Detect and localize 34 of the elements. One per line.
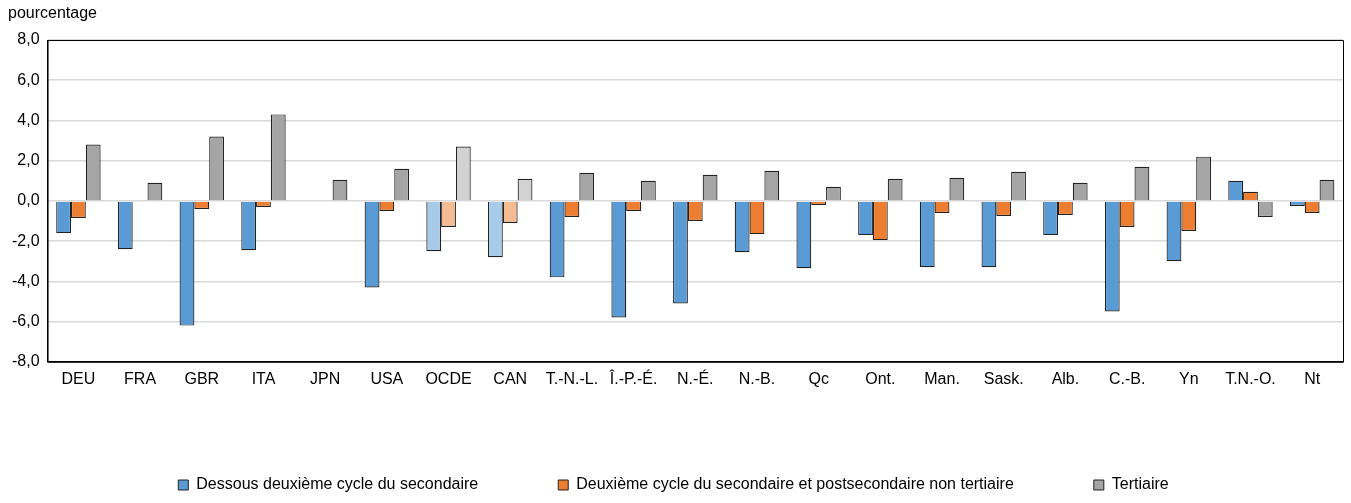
y-tick-label: -2,0 — [11, 231, 40, 249]
y-tick-label: 6,0 — [17, 70, 40, 88]
y-tick-label: -4,0 — [11, 271, 40, 289]
x-tick-label: GBR — [184, 369, 220, 387]
x-tick-label: Qc — [808, 369, 829, 387]
legend-label: Tertiaire — [1111, 475, 1169, 493]
x-tick-label: DEU — [61, 369, 96, 387]
x-tick-label: T.-N.-L. — [545, 369, 599, 387]
x-tick-label: OCDE — [425, 369, 472, 387]
x-tick-label: N.-B. — [738, 369, 776, 387]
y-tick-label: 0,0 — [17, 191, 40, 209]
x-tick-label: N.-É. — [677, 368, 714, 387]
x-tick-label: Nt — [1304, 369, 1321, 387]
x-tick-label: Yn — [1178, 369, 1199, 387]
x-tick-label: Alb. — [1051, 369, 1080, 387]
x-tick-label: FRA — [124, 369, 157, 387]
x-tick-label: Man. — [924, 369, 960, 387]
legend-label: Dessous deuxième cycle du secondaire — [196, 475, 479, 493]
x-tick-label: CAN — [493, 369, 528, 387]
x-tick-label: JPN — [310, 369, 341, 387]
y-tick-label: -6,0 — [11, 311, 40, 329]
x-tick-label: Î.-P.-É. — [608, 368, 658, 387]
y-axis-title: pourcentage — [8, 4, 97, 22]
x-tick-label: Ont. — [865, 369, 896, 387]
x-tick-label: Sask. — [983, 369, 1024, 387]
x-tick-label: USA — [370, 369, 404, 387]
y-tick-label: 4,0 — [17, 110, 40, 128]
y-tick-label: 2,0 — [17, 151, 40, 169]
x-tick-label: ITA — [251, 369, 276, 387]
y-tick-label: 8,0 — [17, 30, 40, 48]
legend-label: Deuxième cycle du secondaire et postsecondaire non tertiaire — [576, 475, 1014, 493]
x-tick-label: T.N.-O. — [1225, 369, 1276, 387]
x-tick-label: C.-B. — [1108, 369, 1146, 387]
y-tick-label: -8,0 — [11, 352, 40, 370]
